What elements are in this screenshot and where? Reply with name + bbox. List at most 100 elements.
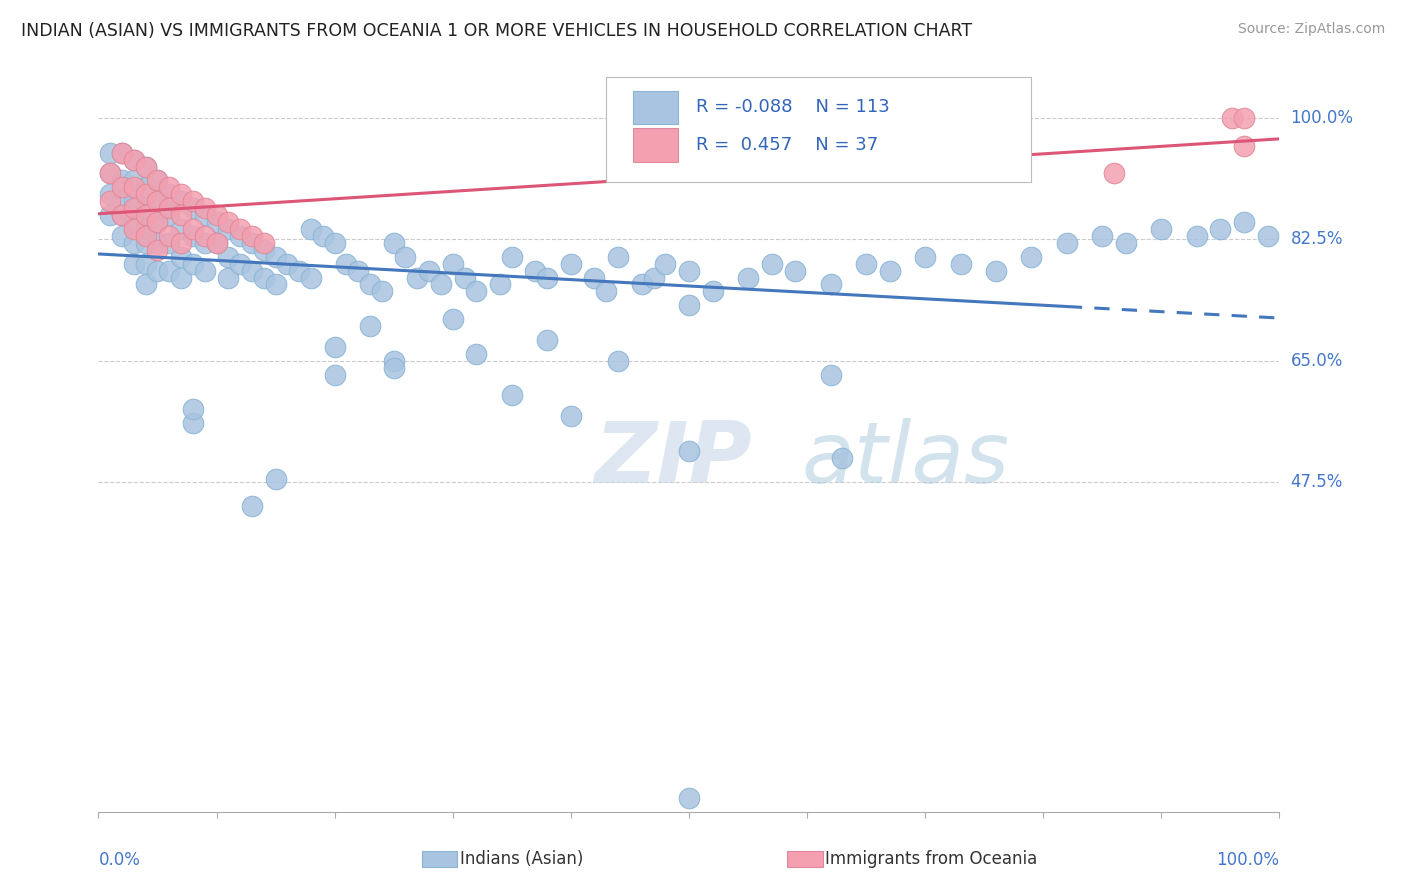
Point xyxy=(299,222,322,236)
Point xyxy=(264,472,287,486)
Point xyxy=(122,173,145,187)
Point xyxy=(111,145,134,160)
Point xyxy=(312,228,335,243)
Point xyxy=(441,312,464,326)
Point xyxy=(702,285,724,299)
Point xyxy=(135,160,157,174)
Point xyxy=(181,416,204,430)
Point xyxy=(111,173,134,187)
Point xyxy=(359,277,381,292)
Point xyxy=(170,250,193,264)
Point xyxy=(1233,111,1256,125)
Point xyxy=(323,368,346,382)
Point xyxy=(253,270,276,285)
Point xyxy=(98,166,121,180)
Point xyxy=(524,263,547,277)
Point xyxy=(181,228,204,243)
Text: atlas: atlas xyxy=(801,418,1010,501)
Point xyxy=(240,228,263,243)
Point xyxy=(170,235,193,250)
Point xyxy=(146,243,169,257)
Point xyxy=(501,388,523,402)
Point xyxy=(181,222,204,236)
Point xyxy=(371,285,394,299)
Point xyxy=(111,208,134,222)
Point xyxy=(465,285,488,299)
Point xyxy=(335,257,357,271)
Point xyxy=(1102,166,1125,180)
Point xyxy=(135,160,157,174)
FancyBboxPatch shape xyxy=(634,128,678,161)
Point xyxy=(914,250,936,264)
Point xyxy=(785,263,807,277)
Point xyxy=(406,270,429,285)
Point xyxy=(98,208,121,222)
Point xyxy=(170,187,193,202)
Point xyxy=(359,319,381,334)
Point xyxy=(1233,215,1256,229)
Point xyxy=(264,250,287,264)
Point xyxy=(157,201,180,215)
Point xyxy=(217,215,239,229)
Text: Indians (Asian): Indians (Asian) xyxy=(460,850,583,868)
Point xyxy=(122,235,145,250)
Point xyxy=(949,257,972,271)
Point xyxy=(855,257,877,271)
Point xyxy=(157,263,180,277)
Point xyxy=(194,201,217,215)
Point xyxy=(217,222,239,236)
Point xyxy=(111,228,134,243)
Point xyxy=(323,340,346,354)
Point xyxy=(135,228,157,243)
Point xyxy=(820,368,842,382)
Point xyxy=(146,173,169,187)
Point xyxy=(205,235,228,250)
Point xyxy=(347,263,370,277)
Point xyxy=(1021,250,1043,264)
Point xyxy=(194,228,217,243)
Point xyxy=(122,194,145,209)
Point xyxy=(111,145,134,160)
Point xyxy=(240,500,263,514)
Point xyxy=(1233,138,1256,153)
Point xyxy=(560,257,582,271)
Point xyxy=(879,263,901,277)
Point xyxy=(98,166,121,180)
Point xyxy=(205,235,228,250)
Point xyxy=(135,208,157,222)
Point xyxy=(465,347,488,361)
Point xyxy=(122,257,145,271)
Text: R =  0.457    N = 37: R = 0.457 N = 37 xyxy=(696,136,879,153)
Text: 0.0%: 0.0% xyxy=(98,851,141,869)
Point xyxy=(157,187,180,202)
Point xyxy=(678,790,700,805)
Point xyxy=(194,235,217,250)
Point xyxy=(146,173,169,187)
Point xyxy=(501,250,523,264)
Point xyxy=(135,257,157,271)
Point xyxy=(122,215,145,229)
Point xyxy=(984,263,1007,277)
Point xyxy=(98,145,121,160)
Point xyxy=(382,235,405,250)
Point xyxy=(583,270,606,285)
Point xyxy=(229,257,252,271)
Point xyxy=(98,187,121,202)
Point xyxy=(678,444,700,458)
Point xyxy=(253,235,276,250)
Point xyxy=(276,257,298,271)
Point xyxy=(441,257,464,271)
Point xyxy=(146,263,169,277)
Point xyxy=(135,235,157,250)
Point xyxy=(122,180,145,194)
Point xyxy=(643,270,665,285)
Point xyxy=(299,270,322,285)
Point xyxy=(394,250,416,264)
Point xyxy=(418,263,440,277)
Point xyxy=(536,333,558,347)
Point xyxy=(205,208,228,222)
Point xyxy=(240,263,263,277)
Text: ZIP: ZIP xyxy=(595,418,752,501)
Point xyxy=(1115,235,1137,250)
Point xyxy=(654,257,676,271)
